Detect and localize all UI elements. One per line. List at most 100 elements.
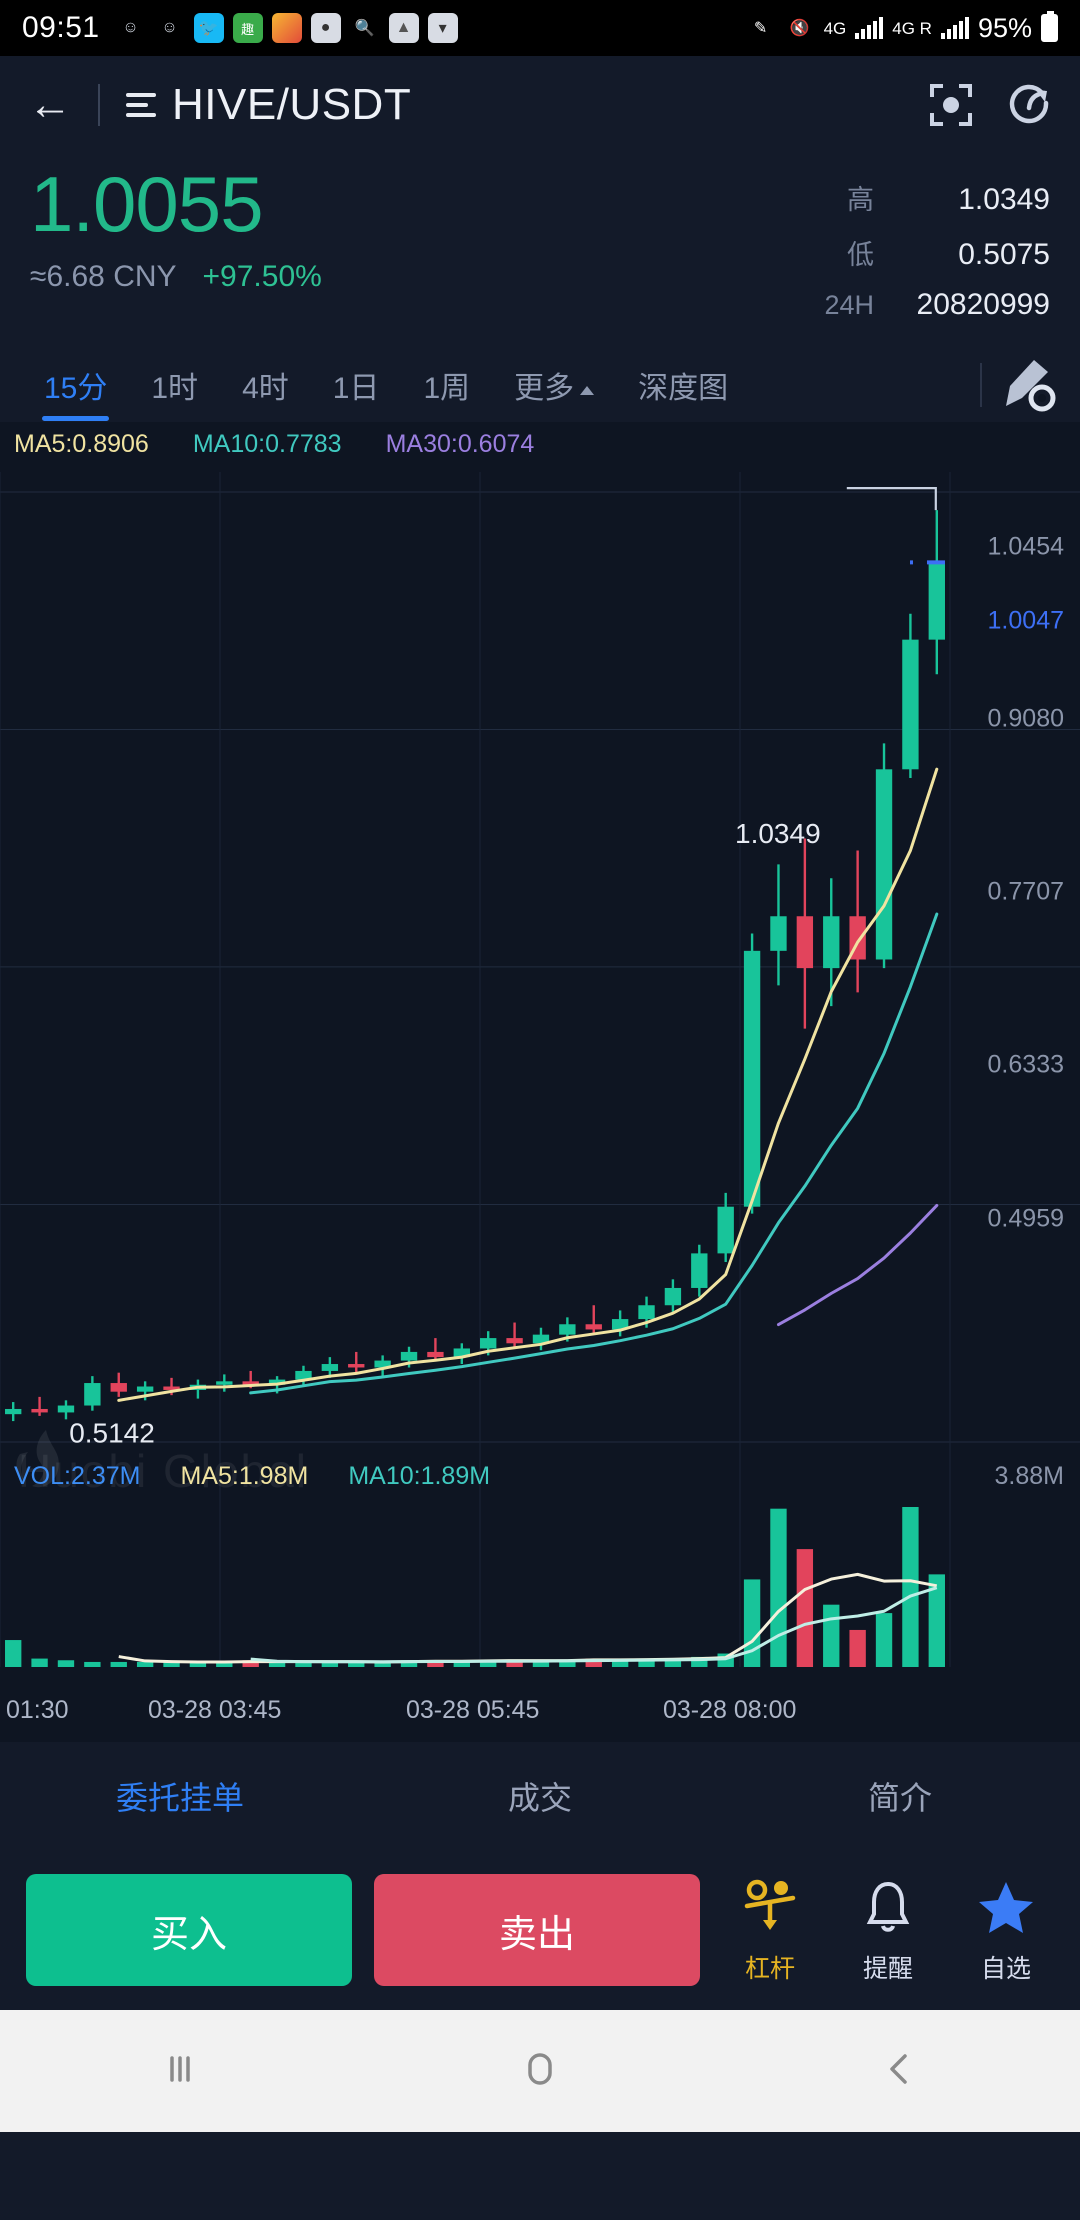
battery-percent: 95%: [977, 12, 1032, 43]
battery-icon: [1041, 11, 1058, 42]
system-navbar: [0, 2010, 1080, 2132]
timeframe-tab-bar: 15分 1时 4时 1日 1周 更多 深度图: [0, 348, 1080, 422]
y-tick: 1.0454: [987, 532, 1064, 561]
x-tick: 01:30: [6, 1696, 69, 1724]
home-icon[interactable]: [517, 2046, 563, 2097]
stat-row-volume: 24H 20820999: [720, 288, 1050, 322]
market-stats: 高 1.0349 低 0.5075 24H 20820999: [720, 164, 1050, 338]
last-price: 1.0055: [30, 160, 264, 248]
vol-legend-item: VOL:2.37M: [14, 1462, 141, 1490]
y-tick: 0.7707: [987, 877, 1064, 906]
status-bar: 09:51 ☺ ☺ 🐦 趣 ● 🔍 ▲ ▾ ✎ 🔇 4G 4G R 95%: [0, 0, 1080, 56]
chevron-up-icon: [580, 386, 595, 395]
price-main: 1.0055 ≈6.68 CNY +97.50%: [30, 160, 720, 338]
stat-row-high: 高 1.0349: [720, 178, 1050, 217]
leverage-button[interactable]: 杠杆: [722, 1876, 818, 1985]
vol-ma5-legend: MA5:1.98M: [180, 1462, 309, 1490]
stat-value: 1.0349: [958, 183, 1050, 216]
tab-info[interactable]: 简介: [867, 1780, 932, 1816]
stat-row-low: 低 0.5075: [720, 233, 1050, 272]
gallery-icon: ▲: [388, 13, 419, 43]
mute-icon: 🔇: [789, 20, 810, 37]
header-divider: [98, 84, 100, 126]
price-chart[interactable]: MA5:0.8906 MA10:0.7783 MA30:0.6074 0.514…: [0, 422, 1080, 1742]
stat-label: 高: [847, 185, 874, 215]
svg-text:0.5142: 0.5142: [69, 1417, 155, 1448]
app-header: ← HIVE/USDT: [0, 56, 1080, 154]
x-tick: 03-28 03:45: [148, 1696, 282, 1724]
stat-label: 24H: [824, 290, 874, 320]
sell-button[interactable]: 卖出: [374, 1874, 700, 1986]
search-icon: 🔍: [354, 20, 375, 37]
status-time: 09:51: [22, 11, 100, 44]
alert-button[interactable]: 提醒: [840, 1876, 936, 1985]
price-change-percent: +97.50%: [202, 259, 322, 293]
qq-icon: 🐦: [193, 13, 224, 43]
nav-back-icon[interactable]: [877, 2046, 923, 2097]
time-axis: 01:30 03-28 03:45 03-28 05:45 03-28 08:0…: [0, 1696, 1080, 1736]
candlestick-canvas: 0.5142: [0, 472, 1080, 1667]
action-bar: 买入 卖出 杠杆 提醒: [0, 1850, 1080, 2010]
price-summary: 1.0055 ≈6.68 CNY +97.50% 高 1.0349 低 0.50…: [0, 154, 1080, 338]
recents-icon[interactable]: [157, 2046, 203, 2097]
tab-4h[interactable]: 4时: [242, 372, 289, 405]
network-type-label: 4G R: [892, 18, 932, 38]
wifi-app-icon: ▾: [427, 13, 458, 43]
favorite-label: 自选: [980, 1954, 1031, 1983]
tabs-divider: [980, 363, 982, 407]
list-menu-icon[interactable]: [126, 93, 156, 117]
header-actions: [930, 80, 1052, 131]
ma10-legend: MA10:0.7783: [192, 430, 342, 458]
ma-legend: MA5:0.8906 MA10:0.7783 MA30:0.6074: [14, 430, 534, 459]
page-title: HIVE/USDT: [172, 80, 412, 129]
volume-legend: VOL:2.37M MA5:1.98M MA10:1.89M: [14, 1462, 490, 1491]
favorite-button[interactable]: 自选: [958, 1876, 1054, 1985]
tab-15m[interactable]: 15分: [22, 363, 129, 421]
order-tab-bar: 委托挂单 成交 简介: [0, 1742, 1080, 1850]
stat-label: 低: [847, 240, 874, 270]
star-icon: [975, 1876, 1037, 1943]
y-tick: 0.6333: [987, 1050, 1064, 1079]
tab-depth-chart[interactable]: 深度图: [638, 372, 729, 405]
x-tick: 03-28 08:00: [663, 1696, 797, 1724]
high-price-marker: 1.0349: [735, 818, 821, 849]
stat-value: 0.5075: [958, 238, 1050, 271]
clock-icon: ●: [310, 13, 341, 43]
volume-max-label: 3.88M: [994, 1462, 1064, 1490]
share-refresh-icon[interactable]: [1006, 80, 1052, 131]
tab-1w[interactable]: 1周: [423, 372, 471, 405]
stat-value: 20820999: [916, 288, 1050, 321]
app-colorful-icon: [271, 13, 302, 43]
tab-1h[interactable]: 1时: [151, 372, 199, 405]
y-tick: 0.9080: [987, 704, 1064, 733]
signal-icon: [940, 17, 969, 39]
leverage-scale-icon: [739, 1876, 801, 1943]
focus-scan-icon[interactable]: [930, 84, 972, 126]
ma5-legend: MA5:0.8906: [14, 430, 149, 458]
wechat-icon: ☺: [122, 19, 139, 36]
app-green-icon: 趣: [232, 13, 263, 43]
current-price-label: 1.0047: [987, 606, 1064, 635]
x-tick: 03-28 05:45: [406, 1696, 540, 1724]
buy-button[interactable]: 买入: [26, 1874, 352, 1986]
tab-more[interactable]: 更多: [492, 363, 616, 407]
y-tick: 0.4959: [987, 1204, 1064, 1233]
bell-icon: [857, 1876, 919, 1943]
tab-more-label: 更多: [514, 372, 575, 405]
status-right-icons: ✎ 🔇 4G 4G R 95%: [746, 11, 1058, 44]
vol-ma10-legend: MA10:1.89M: [348, 1462, 491, 1490]
huobi-logo-icon: [16, 1430, 59, 1488]
chart-settings-icon[interactable]: [1000, 356, 1058, 414]
arrow-left-icon[interactable]: ←: [28, 80, 72, 129]
wechat-icon: ☺: [161, 19, 178, 36]
ma30-legend: MA30:0.6074: [385, 430, 535, 458]
status-app-icons: ☺ ☺ 🐦 趣 ● 🔍 ▲ ▾: [116, 13, 458, 43]
signal-icon: [855, 17, 884, 39]
network-type-label: 4G: [823, 18, 847, 38]
tab-1d[interactable]: 1日: [332, 372, 380, 405]
pen-icon: ✎: [753, 20, 768, 37]
tab-orders[interactable]: 委托挂单: [115, 1780, 244, 1816]
leverage-label: 杠杆: [744, 1954, 795, 1983]
tab-trades[interactable]: 成交: [507, 1780, 572, 1816]
